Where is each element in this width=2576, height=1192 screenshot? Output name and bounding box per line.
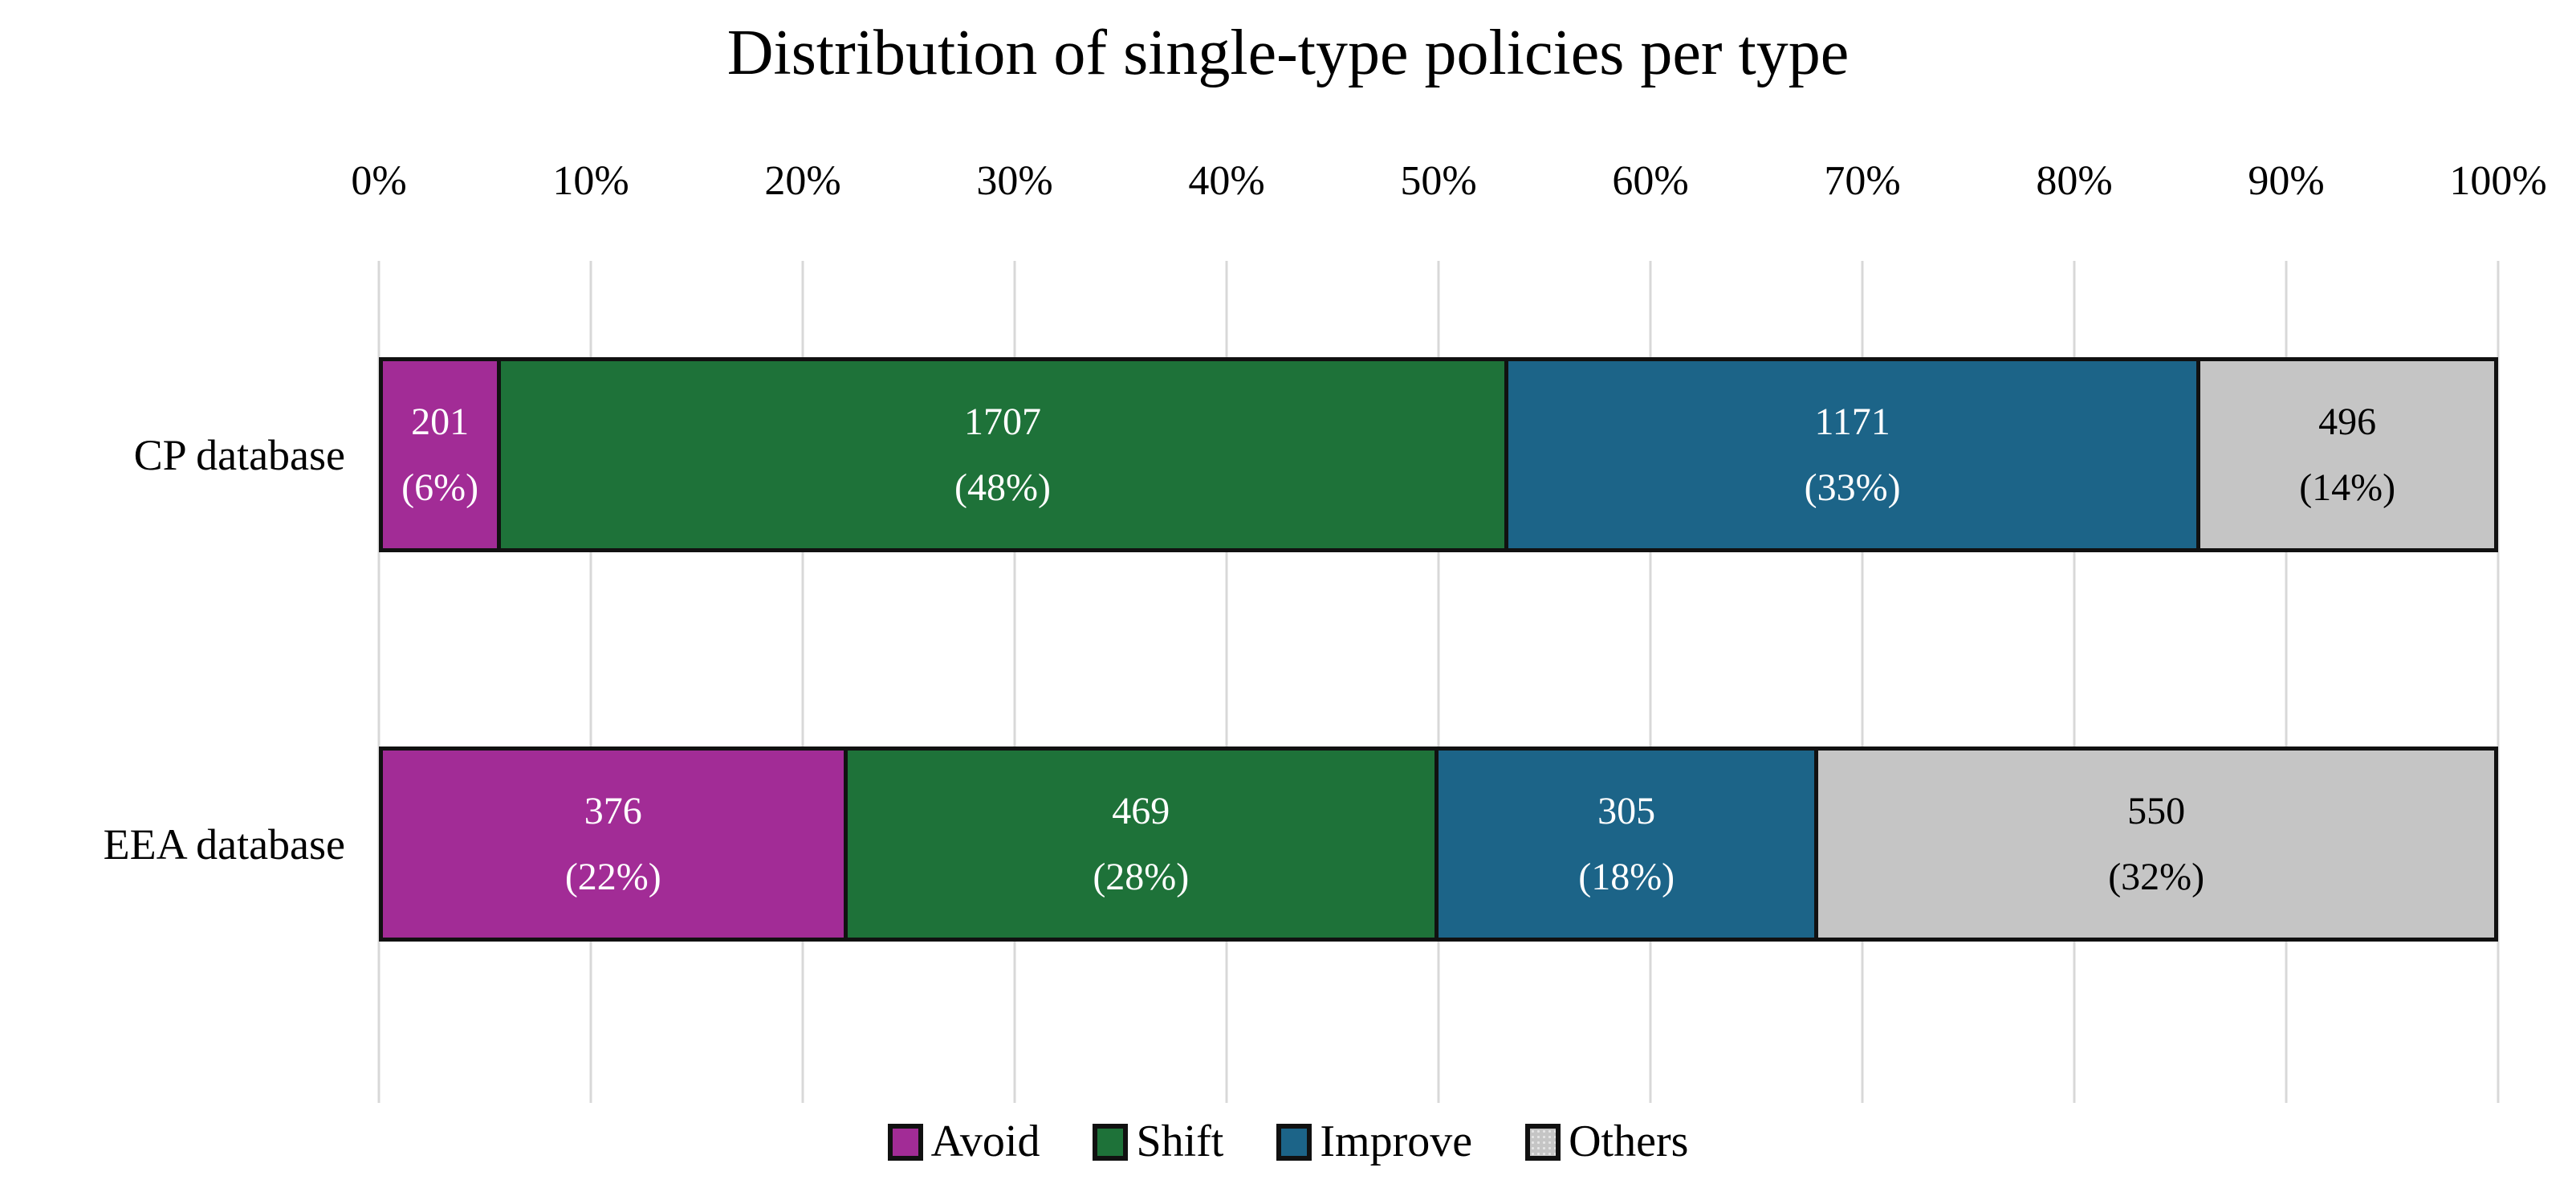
segment-pct-label: (32%) bbox=[2108, 855, 2205, 898]
bar-segment-others: 496 (14%) bbox=[2200, 361, 2494, 548]
segment-pct-label: (22%) bbox=[564, 855, 661, 898]
bar-segment-shift: 1707 (48%) bbox=[501, 361, 1508, 548]
stacked-bar-eea-database: 376 (22%) 469 (28%) 305 (18%) 550 (32%) bbox=[379, 747, 2498, 942]
axis-tick-label: 80% bbox=[2036, 158, 2113, 204]
segment-value-label: 201 bbox=[411, 400, 470, 443]
grid-line bbox=[589, 261, 592, 1103]
grid-line bbox=[1861, 261, 1864, 1103]
legend-label: Others bbox=[1569, 1117, 1689, 1166]
legend-swatch-improve bbox=[1276, 1123, 1312, 1161]
axis-tick-label: 10% bbox=[552, 158, 629, 204]
bar-segment-improve: 1171 (33%) bbox=[1508, 361, 2201, 548]
segment-value-label: 469 bbox=[1112, 789, 1170, 832]
bar-segment-others: 550 (32%) bbox=[1818, 751, 2494, 938]
axis-tick-label: 70% bbox=[1824, 158, 1901, 204]
axis-tick-label: 60% bbox=[1612, 158, 1689, 204]
axis-tick-label: 50% bbox=[1400, 158, 1477, 204]
bar-segment-shift: 469 (28%) bbox=[847, 751, 1439, 938]
legend-label: Improve bbox=[1320, 1117, 1473, 1166]
segment-pct-label: (28%) bbox=[1093, 855, 1190, 898]
grid-line bbox=[2497, 261, 2500, 1103]
axis-tick-label: 20% bbox=[764, 158, 841, 204]
legend-item-others: Others bbox=[1525, 1117, 1688, 1167]
grid-line bbox=[2285, 261, 2288, 1103]
axis-tick-label: 0% bbox=[351, 158, 407, 204]
segment-pct-label: (14%) bbox=[2299, 466, 2396, 509]
bar-segment-improve: 305 (18%) bbox=[1438, 751, 1819, 938]
axis-tick-label: 90% bbox=[2248, 158, 2325, 204]
legend-label: Shift bbox=[1136, 1117, 1224, 1166]
grid-line bbox=[1437, 261, 1440, 1103]
legend-item-avoid: Avoid bbox=[887, 1117, 1040, 1167]
bar-segment-avoid: 201 (6%) bbox=[383, 361, 502, 548]
grid-line bbox=[1013, 261, 1016, 1103]
x-axis-tick-labels: 0% 10% 20% 30% 40% 50% 60% 70% 80% 90% 100% bbox=[351, 157, 2546, 214]
legend-swatch-avoid bbox=[887, 1123, 923, 1161]
legend-swatch-shift bbox=[1093, 1123, 1129, 1161]
grid-line bbox=[2073, 261, 2076, 1103]
segment-value-label: 305 bbox=[1597, 789, 1656, 832]
legend-item-shift: Shift bbox=[1093, 1117, 1223, 1167]
segment-pct-label: (18%) bbox=[1578, 855, 1675, 898]
plot-area: 201 (6%) 1707 (48%) 1171 (33%) 496 (14%) 376 (22… bbox=[377, 261, 2500, 1103]
segment-pct-label: (48%) bbox=[954, 466, 1051, 509]
segment-value-label: 550 bbox=[2127, 789, 2186, 832]
category-label-cp-database: CP database bbox=[133, 431, 345, 479]
axis-tick-label: 100% bbox=[2449, 158, 2547, 204]
segment-pct-label: (33%) bbox=[1804, 466, 1901, 509]
segment-value-label: 496 bbox=[2318, 400, 2377, 443]
axis-tick-label: 30% bbox=[976, 158, 1053, 204]
stacked-bar-cp-database: 201 (6%) 1707 (48%) 1171 (33%) 496 (14%) bbox=[379, 357, 2498, 552]
axis-tick-label: 40% bbox=[1188, 158, 1265, 204]
segment-value-label: 376 bbox=[584, 789, 642, 832]
legend: Avoid Shift Improve Others bbox=[0, 1117, 2576, 1167]
segment-pct-label: (6%) bbox=[401, 466, 479, 509]
grid-line bbox=[1649, 261, 1652, 1103]
grid-line bbox=[1225, 261, 1228, 1103]
chart-title: Distribution of single-type policies per… bbox=[726, 18, 1850, 88]
legend-swatch-others bbox=[1525, 1123, 1561, 1161]
bar-segment-avoid: 376 (22%) bbox=[383, 751, 848, 938]
segment-value-label: 1171 bbox=[1814, 400, 1890, 443]
legend-label: Avoid bbox=[930, 1117, 1040, 1166]
segment-value-label: 1707 bbox=[964, 400, 1042, 443]
legend-item-improve: Improve bbox=[1276, 1117, 1472, 1167]
grid-line bbox=[377, 261, 380, 1103]
category-label-eea-database: EEA database bbox=[103, 820, 345, 869]
grid-line bbox=[801, 261, 804, 1103]
